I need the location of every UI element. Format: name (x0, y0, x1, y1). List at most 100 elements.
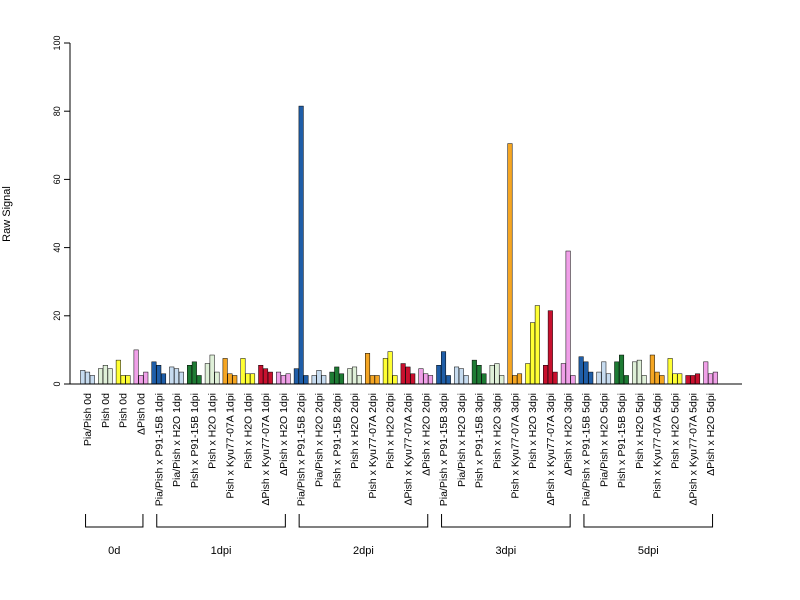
timepoint-bracket (156, 514, 286, 528)
y-tick-label: 20 (52, 311, 62, 321)
timepoint-label: 5dpi (638, 545, 659, 557)
x-tick-label: Pia/Pish x P91-15B 2dpi (296, 393, 308, 506)
timepoint-brackets: 0d 1dpi 2dpi 3dpi 5dpi (85, 514, 714, 557)
bar (191, 361, 197, 385)
bar (311, 375, 317, 385)
bar (102, 364, 108, 385)
x-tick-label: ΔPish x Kyu77-07A 1dpi (260, 393, 272, 506)
x-tick-label: ΔPish x Kyu77-07A 3dpi (545, 393, 557, 506)
bar (601, 361, 607, 385)
bar (382, 358, 388, 385)
x-tick-label: Pish x H2O 2dpi (385, 393, 397, 469)
x-tick-label: Pia/Pish x P91-15B 3dpi (438, 393, 450, 506)
x-tick-label: ΔPish 0d (135, 393, 147, 435)
bar (98, 368, 104, 385)
timepoint-label: 2dpi (353, 545, 374, 557)
x-tick-label: Pish x H2O 5dpi (669, 393, 681, 469)
x-tick-label: Pish x H2O 1dpi (242, 393, 254, 469)
y-tick-label: 40 (52, 243, 62, 253)
bar (187, 364, 193, 385)
bar (672, 373, 678, 385)
x-tick-label: Pish x Kyu77-07A 1dpi (224, 393, 236, 499)
bar (578, 356, 584, 385)
bar (263, 368, 269, 385)
bar (258, 364, 264, 385)
bar (636, 359, 642, 385)
bar (499, 375, 505, 385)
bar (80, 370, 86, 385)
bar (298, 105, 304, 385)
bar (352, 366, 358, 385)
x-tick-label: ΔPish x H2O 5dpi (705, 393, 717, 476)
x-tick-label: Pish x H2O 3dpi (491, 393, 503, 469)
bar (174, 368, 180, 385)
x-tick-label: Pish x P91-15B 3dpi (474, 393, 486, 488)
bar (321, 375, 327, 385)
bar (512, 375, 518, 385)
x-tick-label: ΔPish x H2O 3dpi (563, 393, 575, 476)
x-tick-label: Pia/Pish 0d (82, 393, 94, 446)
bar (303, 375, 309, 385)
bar (588, 371, 594, 385)
bar (454, 366, 460, 385)
bar (445, 375, 451, 385)
bar (494, 363, 500, 385)
bar (227, 373, 233, 385)
y-tick-label: 100 (52, 35, 62, 50)
bar (507, 143, 513, 385)
x-tick-label: Pish x H2O 5dpi (634, 393, 646, 469)
bar (596, 371, 602, 385)
bar (107, 368, 113, 385)
bar (481, 373, 487, 385)
x-tick-label: Pish x Kyu77-07A 3dpi (509, 393, 521, 499)
bar (151, 361, 157, 385)
bar (280, 375, 286, 385)
bar (120, 375, 126, 385)
bar (356, 375, 362, 385)
x-tick-label: Pia/Pish x P91-15B 5dpi (580, 393, 592, 506)
bars (80, 105, 718, 385)
bar (400, 363, 406, 385)
bar (138, 375, 144, 385)
bar (276, 371, 282, 385)
bar (667, 358, 673, 385)
bar (250, 373, 256, 385)
bar (543, 364, 549, 385)
bar (410, 373, 416, 385)
x-tick-label: Pish x P91-15B 2dpi (331, 393, 343, 488)
bar (285, 373, 291, 385)
bar (552, 371, 558, 385)
x-tick-label: Pia/Pish x H2O 3dpi (456, 393, 468, 487)
bar (685, 375, 691, 385)
bar (222, 358, 228, 385)
bar (293, 368, 299, 385)
bar (204, 363, 210, 385)
bar (517, 373, 523, 385)
y-tick-label: 60 (52, 174, 62, 184)
x-tick-label: Pia/Pish x H2O 2dpi (313, 393, 325, 487)
bar (441, 351, 447, 385)
y-tick-label: 0 (52, 381, 62, 386)
bar (392, 375, 398, 385)
bar (405, 366, 411, 385)
bar (703, 361, 709, 385)
bar (156, 364, 162, 385)
bar (708, 373, 714, 385)
bar (712, 371, 718, 385)
x-tick-labels: Pia/Pish 0d Pish 0d Pish 0d ΔPish 0d Pia/Pis… (82, 393, 717, 506)
bar (463, 375, 469, 385)
bar (339, 373, 345, 385)
x-tick-label: Pish x P91-15B 1dpi (189, 393, 201, 488)
bar (85, 371, 91, 385)
bar (329, 371, 335, 385)
bar (565, 250, 571, 385)
bar (125, 375, 131, 385)
bar (530, 322, 536, 385)
x-tick-label: Pish x Kyu77-07A 5dpi (652, 393, 664, 499)
x-tick-label: Pish x H2O 3dpi (527, 393, 539, 469)
bar (632, 361, 638, 385)
bar (654, 371, 660, 385)
bar (606, 373, 612, 385)
bar (458, 368, 464, 385)
